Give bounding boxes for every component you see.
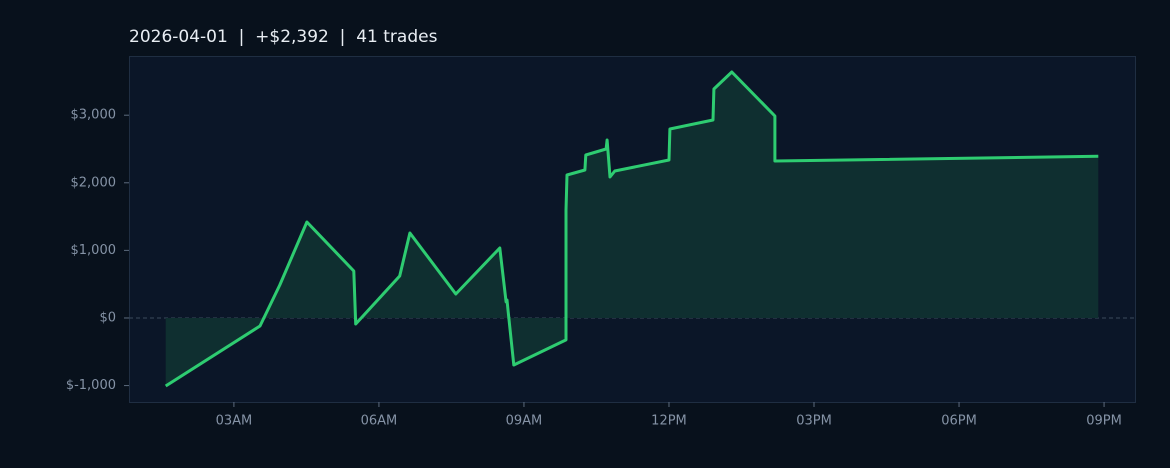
x-tick-label: 06AM bbox=[361, 414, 398, 429]
area bbox=[165, 72, 1099, 386]
chart-title: 2026-04-01 | +$2,392 | 41 trades bbox=[129, 27, 438, 47]
y-tick-label: $3,000 bbox=[71, 108, 117, 123]
x-tick-label: 03AM bbox=[216, 414, 253, 429]
y-tick-label: $2,000 bbox=[71, 175, 117, 190]
line bbox=[164, 70, 1099, 388]
x-tick-label: 06PM bbox=[941, 414, 977, 429]
x-tick-label: 03PM bbox=[796, 414, 832, 429]
y-tick-label: $-1,000 bbox=[66, 378, 116, 393]
y-tick-label: $1,000 bbox=[71, 243, 117, 258]
y-tick-label: $0 bbox=[99, 310, 116, 325]
x-tick-label: 12PM bbox=[651, 414, 687, 429]
x-tick-label: 09AM bbox=[506, 414, 543, 429]
x-tick-label: 09PM bbox=[1086, 414, 1122, 429]
